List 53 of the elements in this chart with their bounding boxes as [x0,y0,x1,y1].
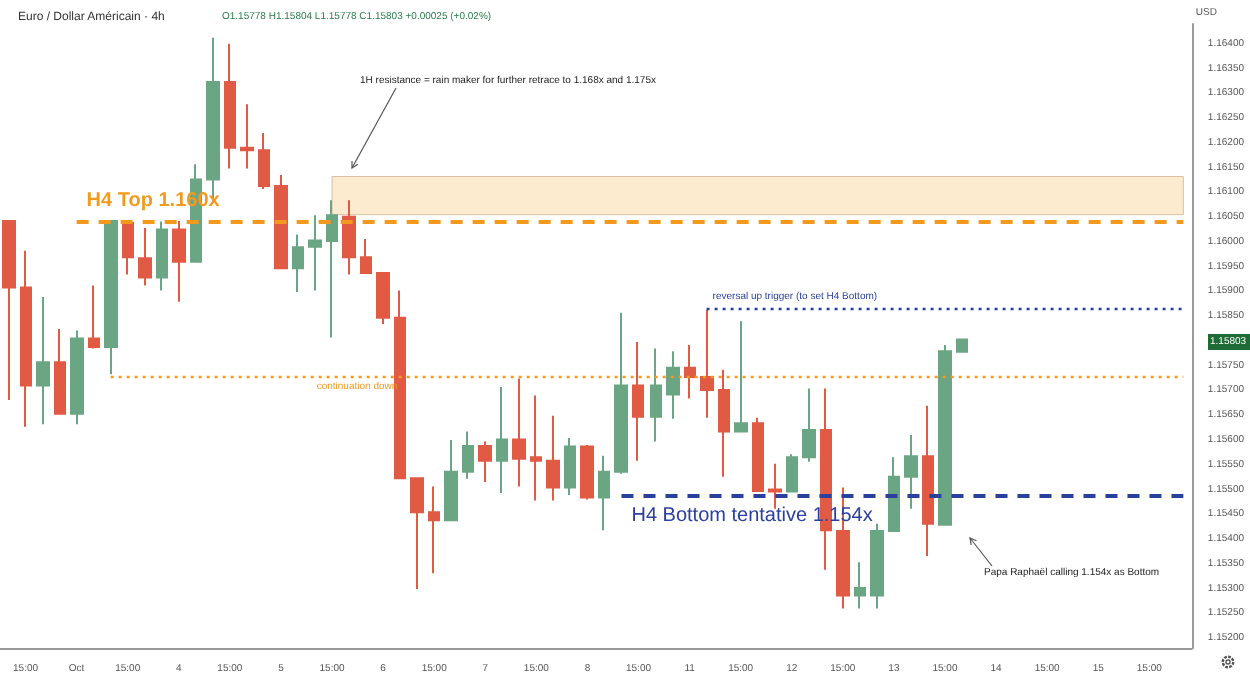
candlestick [650,347,662,443]
candlestick [410,477,424,591]
candlestick [54,328,66,415]
candlestick [104,220,118,376]
candlestick [546,414,560,502]
candlestick [530,394,542,502]
candlestick [598,454,610,532]
candlestick [478,440,492,484]
candlestick [496,386,508,494]
candlestick [342,199,356,276]
candlestick [768,462,782,510]
candlestick [376,272,390,326]
candlestick [632,340,644,462]
candlestick [224,42,236,170]
candlestick [734,320,748,433]
candlestick [700,308,714,419]
candlestick [802,387,816,463]
candlestick [326,199,338,339]
candlestick [786,453,798,493]
candlestick [938,343,952,526]
candlestick [122,220,134,276]
candlestick [462,430,474,480]
candlestick [684,343,696,400]
candlestick [360,237,372,275]
candlestick [870,522,884,610]
candlestick [752,416,764,493]
candlestick [394,289,406,480]
candlestick [614,311,628,475]
candlestick [240,103,254,170]
candlestick [922,404,934,557]
candlestick [444,439,458,522]
candlestick [564,437,576,496]
candlestick [156,220,168,292]
candlestick [854,561,866,610]
candlestick [666,350,680,420]
candlestick [258,131,270,190]
candlestick [36,295,50,426]
candlestick [308,214,322,292]
candlestick [274,174,288,270]
candlestick [718,368,730,478]
candlestick [292,233,304,293]
candlestick [70,329,84,426]
candlestick [2,220,16,401]
candlestick [20,249,32,428]
candlestick [904,434,918,510]
candlestick [428,485,440,575]
candlestick [512,377,526,488]
candlestick [138,227,152,287]
candlestick [172,220,186,303]
candlestick [888,456,900,533]
candlestick [88,284,100,350]
candlestick [956,337,968,353]
candlestick [580,443,594,501]
